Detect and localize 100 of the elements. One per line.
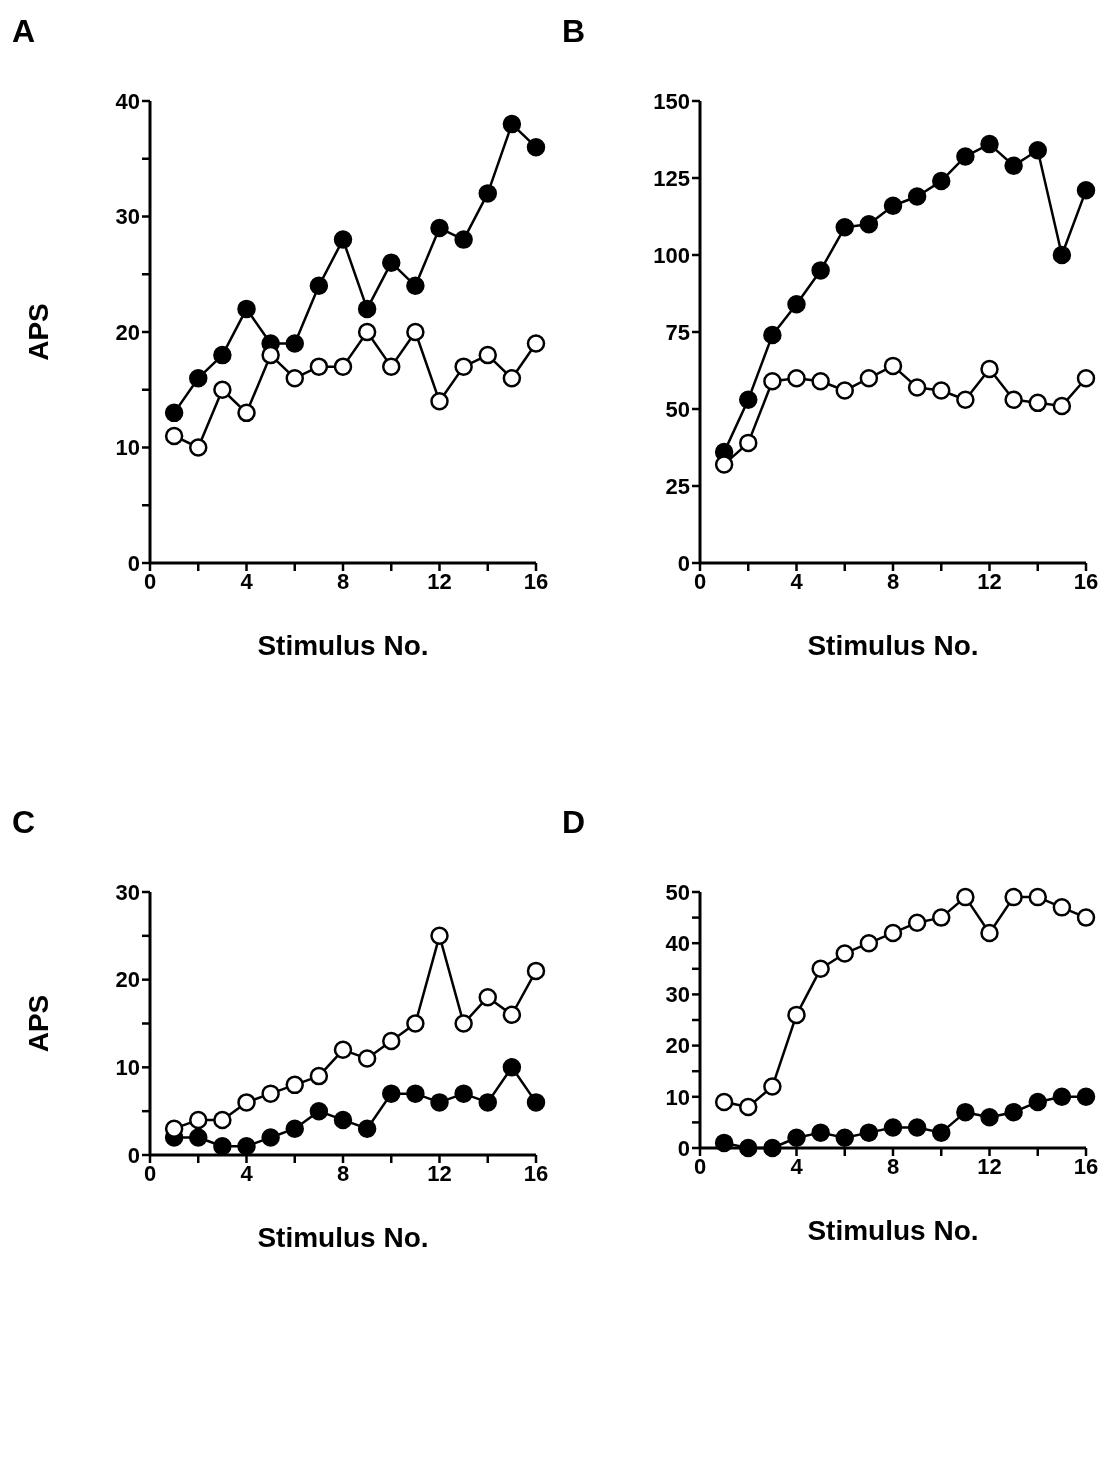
point [1052, 1087, 1072, 1107]
point [454, 1084, 473, 1103]
point [859, 214, 879, 234]
point [1004, 1102, 1023, 1122]
x-tick-label: 0 [143, 1160, 157, 1186]
point [261, 345, 280, 365]
point [406, 1084, 425, 1103]
point [333, 1110, 353, 1130]
point [382, 1084, 401, 1103]
y-tick-label: 30 [115, 879, 140, 905]
point [932, 171, 951, 191]
point [454, 1014, 473, 1033]
point [787, 368, 806, 388]
point [357, 322, 377, 342]
point [1052, 396, 1072, 416]
point [285, 334, 304, 353]
point [285, 368, 304, 388]
point [430, 218, 449, 238]
x-tick-label: 0 [693, 568, 707, 594]
point [883, 196, 903, 215]
point [406, 276, 425, 296]
point [357, 1119, 377, 1138]
point [164, 1119, 184, 1138]
point [883, 1118, 903, 1137]
y-tick-label: 10 [115, 435, 140, 461]
point [357, 299, 377, 319]
point [164, 426, 184, 446]
point [285, 1119, 304, 1138]
point [980, 134, 999, 154]
y-tick-label: 150 [653, 88, 690, 114]
point [406, 1014, 425, 1033]
point [835, 381, 854, 400]
y-tick-label: 0 [677, 1135, 690, 1161]
point [763, 1138, 782, 1158]
point [811, 372, 830, 391]
point [980, 1108, 999, 1127]
point [739, 1097, 758, 1117]
point [502, 368, 522, 388]
x-tick-label: 12 [427, 568, 452, 594]
x-tick-label: 8 [336, 1160, 350, 1186]
point [213, 1136, 232, 1156]
x-tick-label: 8 [886, 1153, 900, 1179]
x-axis-title: Stimulus No. [257, 1222, 429, 1253]
point [739, 433, 758, 453]
chart-title: D [562, 804, 586, 841]
x-tick-label: 16 [1073, 568, 1099, 594]
point [237, 1093, 256, 1112]
point [1076, 1087, 1096, 1107]
y-axis-title: APS [22, 994, 54, 1053]
y-tick-label: 10 [115, 1055, 140, 1081]
point [526, 961, 546, 981]
point [478, 1093, 497, 1112]
point [932, 381, 951, 400]
point [261, 1128, 280, 1147]
point [787, 1128, 806, 1148]
point [430, 926, 449, 946]
point [1052, 898, 1072, 917]
x-tick-label: 16 [523, 568, 549, 594]
x-tick-label: 4 [790, 1153, 804, 1179]
point [1076, 181, 1096, 200]
point [907, 378, 927, 397]
point [430, 1093, 449, 1112]
point [502, 114, 522, 134]
point [237, 299, 256, 319]
x-axis-title: Stimulus No. [257, 630, 429, 661]
point [763, 325, 782, 345]
y-tick-label: 40 [115, 88, 140, 114]
point [1076, 908, 1096, 927]
y-tick-label: 125 [653, 165, 690, 191]
point [189, 1110, 208, 1130]
point [859, 933, 879, 953]
point [956, 1102, 975, 1122]
y-tick-label: 40 [665, 931, 690, 957]
point [907, 1118, 927, 1137]
point [714, 1092, 734, 1112]
point [1076, 368, 1096, 388]
point [811, 959, 830, 979]
y-axis-title: APS [22, 303, 54, 361]
point [333, 1040, 353, 1060]
y-tick-label: 50 [665, 396, 690, 422]
point [1004, 156, 1023, 175]
point [333, 230, 353, 249]
point [980, 359, 999, 379]
point [454, 230, 473, 249]
x-tick-label: 4 [240, 568, 254, 594]
point [213, 1110, 232, 1130]
x-tick-label: 12 [977, 568, 1002, 594]
point [883, 356, 903, 376]
y-tick-label: 20 [665, 1033, 690, 1059]
x-tick-label: 8 [336, 568, 350, 594]
y-tick-label: 25 [665, 473, 690, 499]
point [932, 908, 951, 927]
point [811, 261, 830, 280]
point [502, 1005, 522, 1024]
x-tick-label: 0 [143, 568, 157, 594]
x-tick-label: 12 [977, 1153, 1002, 1179]
x-tick-label: 4 [240, 1160, 254, 1186]
y-tick-label: 30 [115, 204, 140, 230]
point [835, 218, 854, 237]
y-tick-label: 0 [127, 550, 140, 576]
